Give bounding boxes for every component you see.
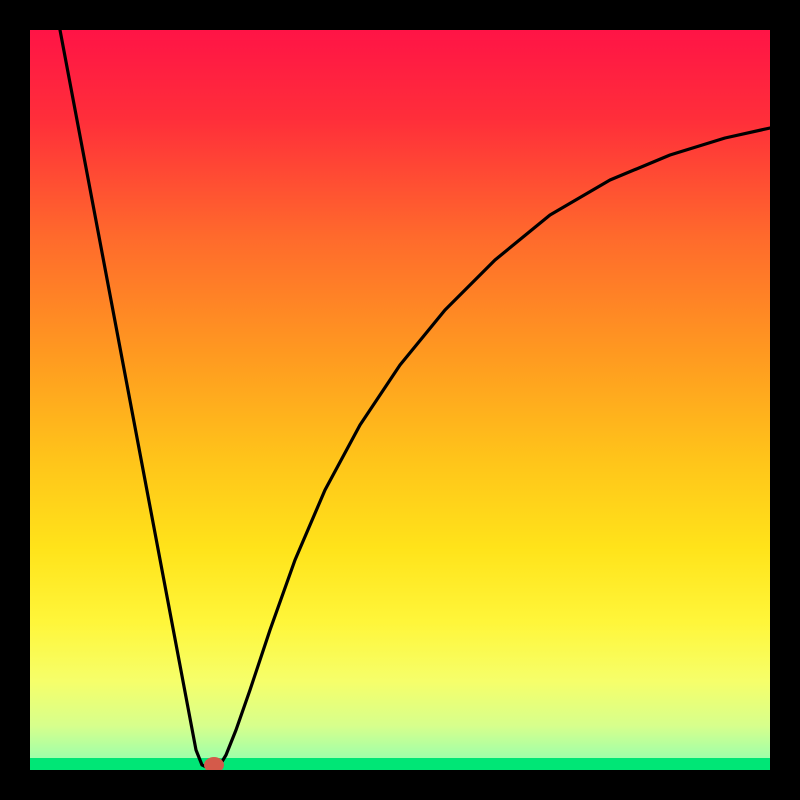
frame-top — [0, 0, 800, 30]
frame-bottom — [0, 770, 800, 800]
curve-layer — [30, 30, 770, 770]
frame-right — [770, 0, 800, 800]
plot-area — [30, 30, 770, 770]
frame-left — [0, 0, 30, 800]
curve-path — [60, 30, 770, 768]
min-marker — [204, 757, 224, 770]
chart-container: TheBottlenecker.com — [0, 0, 800, 800]
